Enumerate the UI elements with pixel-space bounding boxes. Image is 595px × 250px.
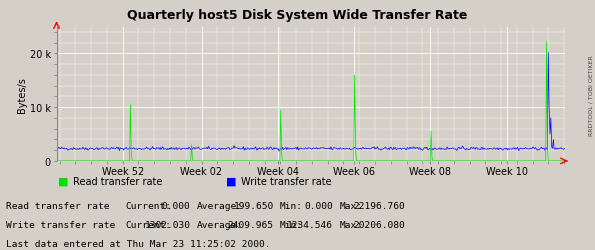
Text: Min:: Min:: [280, 201, 303, 210]
Text: 199.650: 199.650: [233, 201, 274, 210]
Text: 0.000: 0.000: [162, 201, 190, 210]
Text: 22196.760: 22196.760: [353, 201, 405, 210]
Text: Max:: Max:: [339, 220, 362, 229]
Text: Write transfer rate: Write transfer rate: [241, 176, 331, 186]
Text: Average:: Average:: [196, 220, 242, 229]
Text: Last data entered at Thu Mar 23 11:25:02 2000.: Last data entered at Thu Mar 23 11:25:02…: [6, 239, 271, 248]
Text: Average:: Average:: [196, 201, 242, 210]
Text: ■: ■: [58, 176, 68, 186]
Text: RRDTOOL / TOBI OETIKER: RRDTOOL / TOBI OETIKER: [588, 55, 593, 135]
Text: Write transfer rate: Write transfer rate: [6, 220, 115, 229]
Text: 0.000: 0.000: [305, 201, 333, 210]
Text: Read transfer rate: Read transfer rate: [6, 201, 109, 210]
Text: ■: ■: [226, 176, 237, 186]
Text: Current:: Current:: [125, 201, 171, 210]
Y-axis label: Bytes/s: Bytes/s: [17, 76, 27, 112]
Text: 1234.546: 1234.546: [287, 220, 333, 229]
Text: Current:: Current:: [125, 220, 171, 229]
Text: 20206.080: 20206.080: [353, 220, 405, 229]
Text: Max:: Max:: [339, 201, 362, 210]
Text: Read transfer rate: Read transfer rate: [73, 176, 162, 186]
Text: 1302.030: 1302.030: [145, 220, 190, 229]
Text: Quarterly host5 Disk System Wide Transfer Rate: Quarterly host5 Disk System Wide Transfe…: [127, 9, 468, 22]
Text: 2409.965: 2409.965: [228, 220, 274, 229]
Text: Min:: Min:: [280, 220, 303, 229]
